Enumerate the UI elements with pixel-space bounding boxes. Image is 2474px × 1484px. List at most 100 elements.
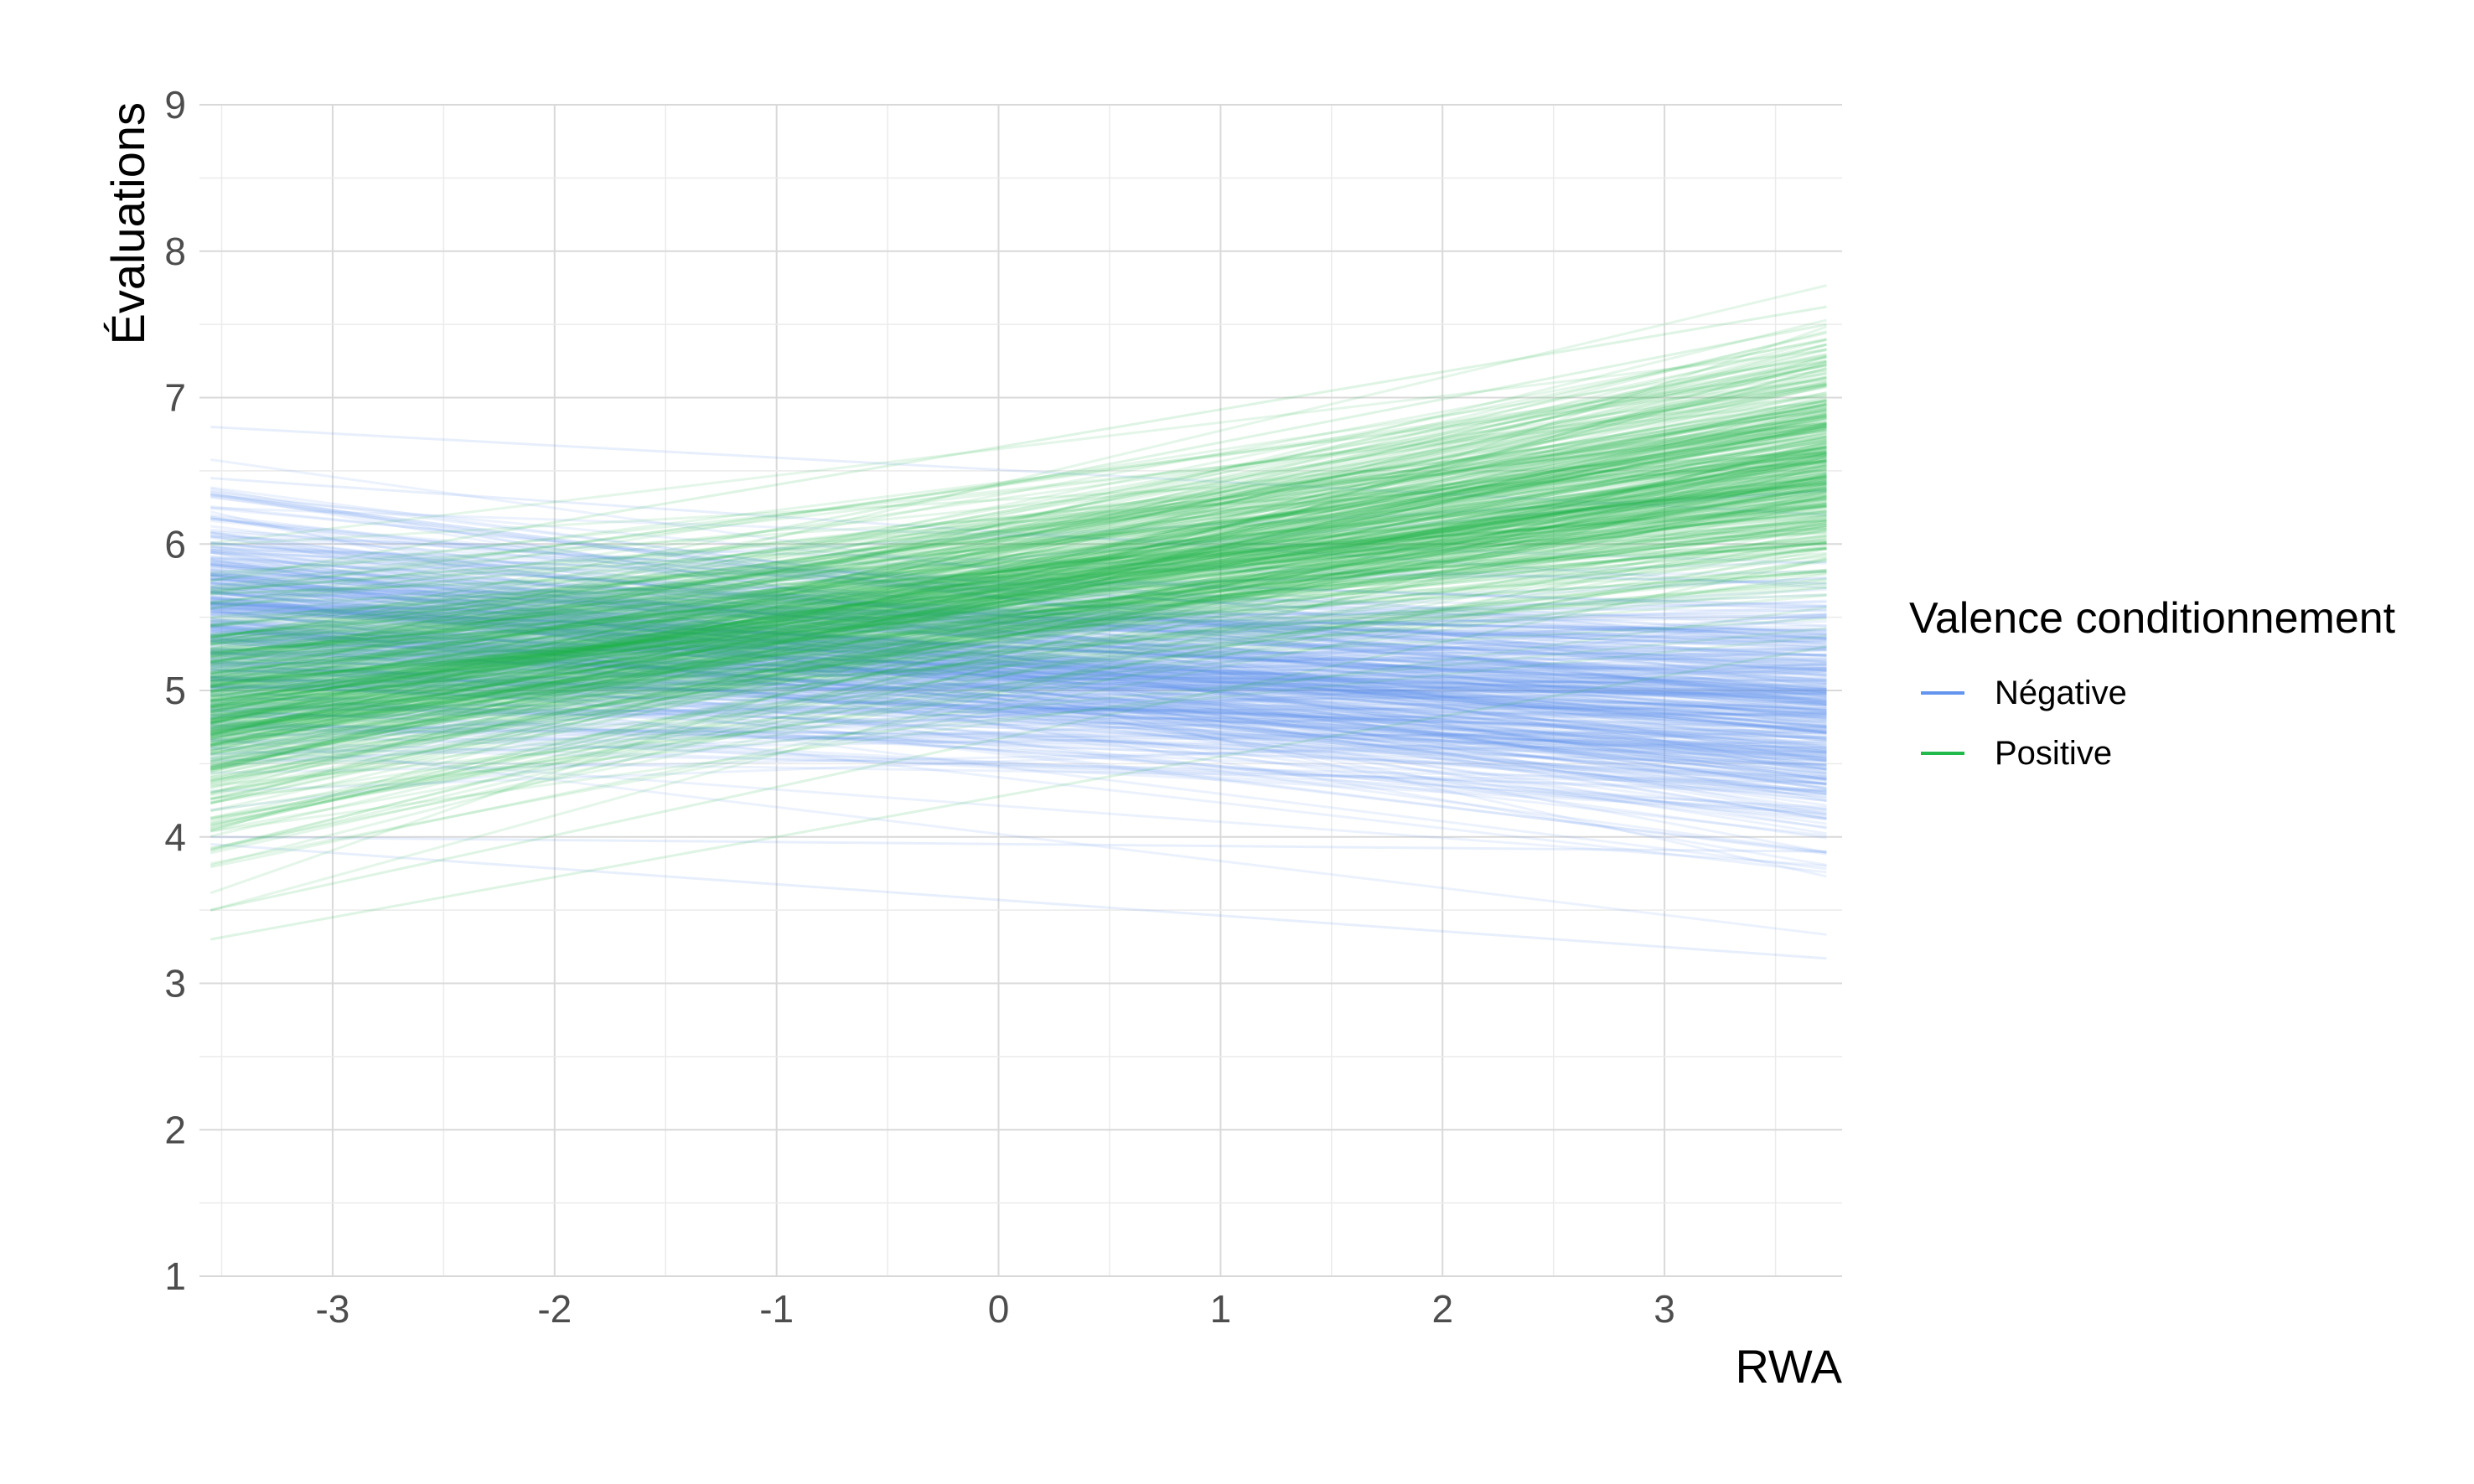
draw-line bbox=[210, 578, 1827, 742]
draw-line bbox=[210, 489, 1827, 739]
draw-line bbox=[210, 612, 1827, 641]
draw-line bbox=[210, 711, 1827, 737]
draw-line bbox=[210, 494, 1827, 704]
draw-line bbox=[210, 476, 1827, 645]
draw-line bbox=[210, 486, 1827, 752]
draw-line bbox=[210, 519, 1827, 677]
draw-line bbox=[210, 455, 1827, 794]
draw-line bbox=[210, 528, 1827, 641]
draw-line bbox=[210, 611, 1827, 617]
draw-line bbox=[210, 473, 1827, 783]
draw-line bbox=[210, 572, 1827, 652]
draw-line bbox=[210, 589, 1827, 753]
draw-line bbox=[210, 364, 1827, 654]
draw-line bbox=[210, 587, 1827, 645]
draw-line bbox=[210, 442, 1827, 749]
draw-line bbox=[210, 421, 1827, 639]
draw-line bbox=[210, 652, 1827, 856]
draw-line bbox=[210, 633, 1827, 699]
draw-line bbox=[210, 636, 1827, 799]
draw-line bbox=[210, 551, 1827, 608]
draw-line bbox=[210, 678, 1827, 696]
draw-line bbox=[210, 457, 1827, 693]
draw-line bbox=[210, 683, 1827, 754]
draw-line bbox=[210, 547, 1827, 866]
draw-line bbox=[210, 707, 1827, 711]
draw-line bbox=[210, 478, 1827, 690]
draw-line bbox=[210, 445, 1827, 671]
draw-line bbox=[210, 514, 1827, 753]
draw-line bbox=[210, 480, 1827, 694]
draw-line bbox=[210, 610, 1827, 772]
draw-line bbox=[210, 601, 1827, 694]
draw-line bbox=[210, 639, 1827, 763]
draw-line bbox=[210, 598, 1827, 696]
draw-line bbox=[210, 479, 1827, 667]
draw-line bbox=[210, 569, 1827, 673]
draw-line bbox=[210, 504, 1827, 701]
draw-line bbox=[210, 601, 1827, 732]
draw-line bbox=[210, 645, 1827, 941]
draw-line bbox=[210, 597, 1827, 613]
draw-line bbox=[210, 468, 1827, 703]
draw-line bbox=[210, 504, 1827, 749]
draw-line bbox=[210, 453, 1827, 745]
draw-line bbox=[210, 652, 1827, 701]
draw-line bbox=[210, 477, 1827, 638]
draw-line bbox=[210, 446, 1827, 790]
draw-line bbox=[210, 446, 1827, 650]
draw-line bbox=[210, 573, 1827, 786]
draw-line bbox=[210, 603, 1827, 665]
draw-line bbox=[210, 678, 1827, 696]
draw-line bbox=[210, 616, 1827, 636]
draw-line bbox=[210, 599, 1827, 732]
draw-line bbox=[210, 456, 1827, 708]
draw-line bbox=[210, 490, 1827, 713]
draw-line bbox=[210, 600, 1827, 642]
draw-line bbox=[210, 551, 1827, 854]
draw-line bbox=[210, 378, 1827, 582]
draw-line bbox=[210, 381, 1827, 664]
draw-line bbox=[210, 584, 1827, 657]
draw-line bbox=[210, 466, 1827, 706]
draw-line bbox=[210, 540, 1827, 685]
draw-line bbox=[210, 395, 1827, 747]
draw-line bbox=[210, 490, 1827, 763]
x-tick-label: -3 bbox=[315, 1287, 349, 1331]
draw-line bbox=[210, 502, 1827, 757]
draw-line bbox=[210, 489, 1827, 746]
draw-line bbox=[210, 474, 1827, 755]
draw-line bbox=[210, 510, 1827, 692]
draw-line bbox=[210, 482, 1827, 675]
draw-line bbox=[210, 490, 1827, 698]
draw-line bbox=[210, 553, 1827, 794]
draw-line bbox=[210, 659, 1827, 760]
draw-line bbox=[210, 371, 1827, 763]
draw-line bbox=[210, 534, 1827, 815]
draw-line bbox=[210, 526, 1827, 727]
draw-line bbox=[210, 447, 1827, 643]
draw-line bbox=[210, 477, 1827, 731]
draw-line bbox=[210, 585, 1827, 733]
draw-line bbox=[210, 411, 1827, 720]
draw-line bbox=[210, 577, 1827, 740]
draw-line bbox=[210, 558, 1827, 820]
draw-line bbox=[210, 426, 1827, 713]
draw-line bbox=[210, 504, 1827, 735]
draw-line bbox=[210, 490, 1827, 855]
draw-line bbox=[210, 657, 1827, 665]
draw-line bbox=[210, 541, 1827, 694]
draw-line bbox=[210, 349, 1827, 545]
draw-line bbox=[210, 428, 1827, 681]
draw-line bbox=[210, 606, 1827, 833]
draw-line bbox=[210, 469, 1827, 623]
draw-line bbox=[210, 519, 1827, 709]
draw-line bbox=[210, 414, 1827, 768]
draw-line bbox=[210, 573, 1827, 767]
draw-line bbox=[210, 577, 1827, 693]
y-tick-label: 3 bbox=[164, 962, 186, 1006]
draw-line bbox=[210, 575, 1827, 776]
draw-line bbox=[210, 602, 1827, 780]
draw-line bbox=[210, 602, 1827, 728]
draw-line bbox=[210, 527, 1827, 596]
